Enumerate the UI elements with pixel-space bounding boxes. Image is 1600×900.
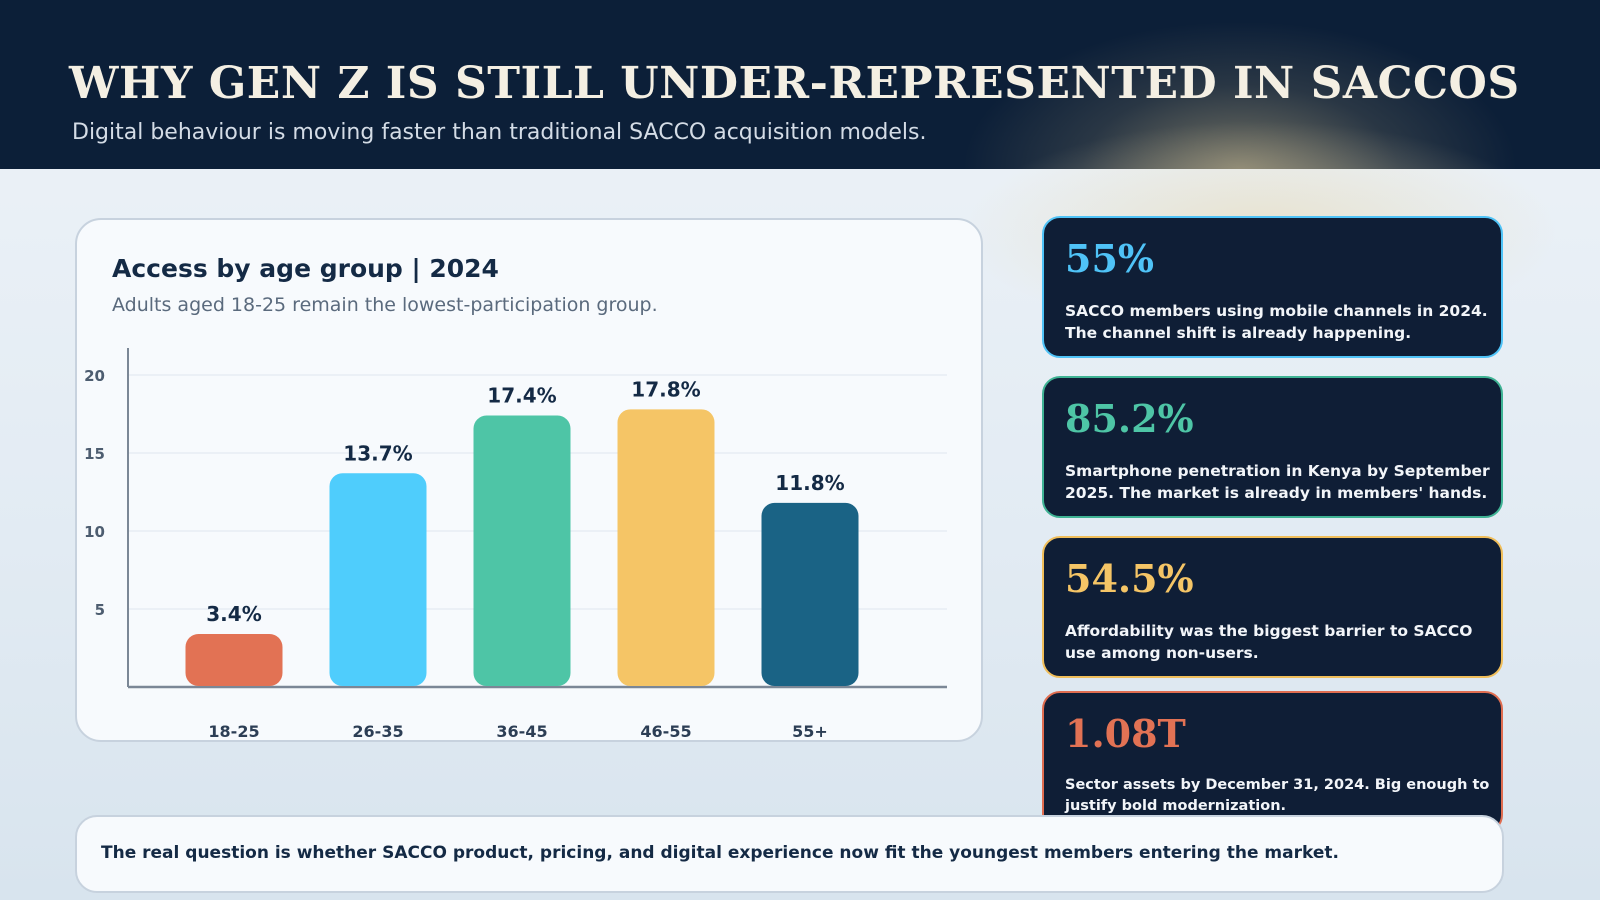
chart-card: Access by age group | 2024 Adults aged 1… (75, 218, 983, 742)
stat-value: 85.2% (1065, 396, 1194, 441)
data-label: 3.4% (206, 602, 261, 626)
x-tick-label: 26-35 (352, 722, 403, 740)
data-label: 17.8% (631, 377, 700, 401)
x-tick-label: 55+ (792, 722, 828, 740)
bar-26-35 (329, 473, 427, 686)
y-tick-label: 15 (84, 445, 105, 463)
bar-chart: 5 10 15 20 3.4% 18-25 13.7% 26-35 17.4% 36-45 17.8… (84, 348, 947, 740)
chart-title: Access by age group | 2024 (112, 254, 499, 283)
stat-card-smartphone-penetration: 85.2% Smartphone penetration in Kenya by… (1042, 376, 1503, 518)
stat-card-sector-assets: 1.08T Sector assets by December 31, 2024… (1042, 691, 1503, 833)
bar-55+ (761, 502, 859, 686)
page-title: WHY GEN Z IS STILL UNDER-REPRESENTED IN … (69, 58, 1520, 109)
x-tick-label: 46-55 (640, 722, 691, 740)
header-banner: WHY GEN Z IS STILL UNDER-REPRESENTED IN … (0, 0, 1600, 169)
y-tick-label: 20 (84, 367, 105, 385)
stat-value: 54.5% (1065, 556, 1194, 601)
stat-description: SACCO members using mobile channels in 2… (1065, 302, 1488, 342)
y-tick-label: 10 (84, 523, 105, 541)
y-tick-label: 5 (95, 601, 105, 619)
bar-36-45 (473, 415, 571, 686)
footer-text: The real question is whether SACCO produ… (101, 843, 1339, 863)
stat-value: 1.08T (1065, 711, 1186, 756)
x-tick-label: 36-45 (496, 722, 547, 740)
data-label: 17.4% (487, 384, 556, 408)
stat-description: Affordability was the biggest barrier to… (1065, 622, 1473, 662)
data-label: 13.7% (343, 441, 412, 465)
footer-callout: The real question is whether SACCO produ… (75, 815, 1504, 893)
data-label: 11.8% (775, 471, 844, 495)
x-tick-label: 18-25 (208, 722, 259, 740)
stat-card-affordability: 54.5% Affordability was the biggest barr… (1042, 536, 1503, 678)
bar-46-55 (617, 409, 715, 686)
stat-value: 55% (1065, 236, 1154, 281)
page-subtitle: Digital behaviour is moving faster than … (72, 120, 927, 145)
stat-description: Sector assets by December 31, 2024. Big … (1065, 777, 1490, 814)
stat-card-mobile-channels: 55% SACCO members using mobile channels … (1042, 216, 1503, 358)
chart-subtitle: Adults aged 18-25 remain the lowest-part… (112, 294, 658, 316)
bar-18-25 (185, 633, 283, 686)
stat-description: Smartphone penetration in Kenya by Septe… (1065, 462, 1490, 502)
